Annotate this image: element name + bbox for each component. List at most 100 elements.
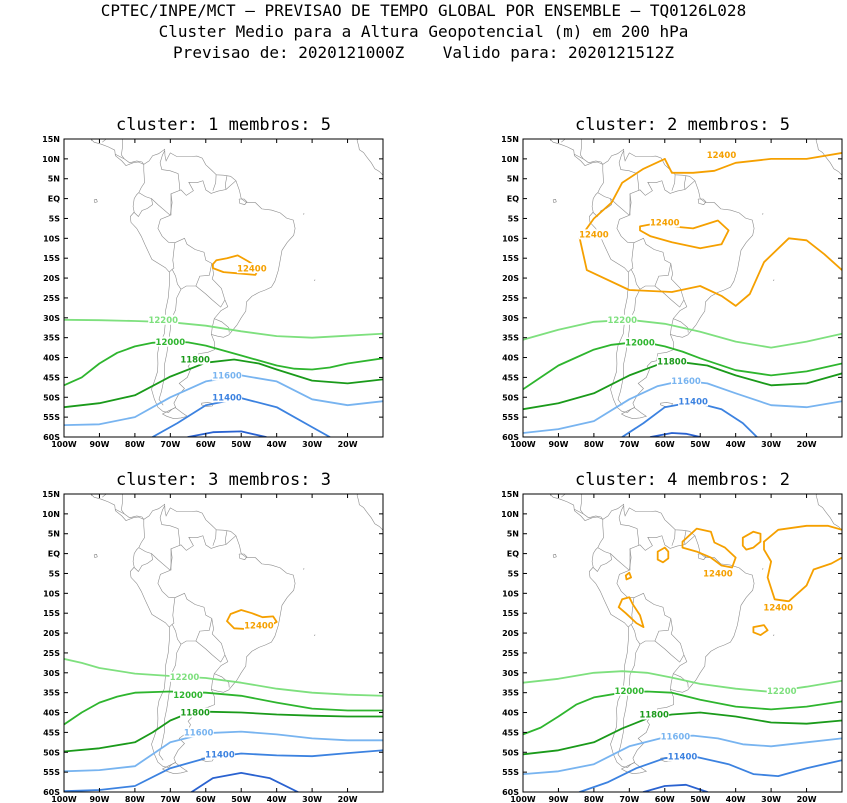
xtick-label: 90W — [89, 795, 109, 803]
ytick-label: 30S — [502, 669, 519, 678]
ytick-label: 30S — [43, 669, 60, 678]
contour-label-bg — [624, 337, 655, 348]
contour-label: 12400 — [244, 621, 274, 631]
contour-label: 11800 — [180, 356, 210, 366]
xtick-label: 90W — [89, 440, 109, 449]
ytick-label: 55S — [43, 413, 60, 422]
contour-label: 11600 — [184, 729, 214, 739]
ytick-label: 55S — [502, 768, 519, 777]
coastline — [580, 139, 604, 165]
ytick-label: 10N — [501, 510, 519, 519]
contour-11200 — [649, 432, 702, 437]
contour-label: 12400 — [579, 231, 609, 241]
coastline — [90, 139, 144, 166]
contour-label-bg — [671, 375, 702, 386]
country-border — [616, 535, 696, 688]
plot-frame — [522, 493, 843, 793]
coastline — [588, 148, 755, 413]
contour-12000 — [523, 690, 842, 736]
xtick-label: 20W — [338, 795, 358, 803]
contour-11400 — [578, 755, 842, 792]
contour-label: 12400 — [650, 219, 680, 229]
contour-12200 — [64, 318, 383, 339]
contour-12400 — [763, 524, 842, 543]
country-border — [671, 529, 676, 546]
ytick-label: 15S — [502, 609, 519, 618]
ytick-label: EQ — [48, 195, 60, 204]
country-border — [151, 198, 171, 216]
contour-label: 11400 — [678, 397, 708, 407]
ytick-label: 45S — [43, 728, 60, 737]
contour-label-bg — [660, 731, 691, 742]
country-border — [157, 180, 237, 333]
contour-label: 12400 — [707, 151, 737, 161]
contour-12400 — [617, 596, 645, 628]
ytick-label: 25S — [43, 294, 60, 303]
ytick-label: 35S — [502, 689, 519, 698]
country-border — [169, 597, 176, 628]
coastline — [356, 139, 383, 176]
xtick-label: 100W — [51, 795, 77, 803]
country-border — [573, 508, 584, 515]
coastline — [815, 139, 842, 176]
contour-label-bg — [180, 707, 211, 718]
ytick-label: 10S — [43, 589, 60, 598]
coastline — [588, 503, 755, 768]
contour-label-bg — [667, 751, 698, 762]
ytick-label: 5N — [48, 175, 60, 184]
contour-label: 11400 — [205, 750, 235, 760]
country-border — [617, 289, 641, 406]
ytick-label: 30S — [43, 314, 60, 323]
contour-12400 — [752, 624, 769, 636]
contour-label: 12000 — [625, 339, 655, 349]
xtick-label: 60W — [655, 795, 675, 803]
xtick-label: 80W — [125, 795, 145, 803]
country-border — [592, 547, 612, 572]
contour-label-bg — [763, 602, 794, 613]
panel-cluster-3: cluster: 3 membros: 3 12400 12200 12000 1180… — [42, 470, 384, 803]
ytick-label: 35S — [43, 689, 60, 698]
contour-11200 — [190, 772, 299, 792]
xtick-label: 20W — [797, 795, 817, 803]
ytick-label: 40S — [502, 709, 519, 718]
ytick-label: 60S — [43, 788, 60, 797]
contour-12400 — [663, 152, 842, 174]
ytick-label: 5S — [49, 569, 61, 578]
country-border — [158, 289, 182, 406]
xtick-label: 30W — [302, 795, 322, 803]
ytick-label: 15N — [501, 490, 519, 499]
coastline — [815, 494, 842, 531]
country-border — [151, 553, 171, 571]
country-border — [654, 285, 685, 308]
plot-area: 12400 12200 12000 11800 11600 11400 — [64, 494, 383, 792]
xtick-label: 50W — [231, 440, 251, 449]
ytick-label: 20S — [502, 274, 519, 283]
figure-title-line2: Cluster Medio para a Altura Geopotencial… — [159, 22, 689, 41]
xtick-label: 40W — [267, 795, 287, 803]
contour-label: 11400 — [668, 752, 698, 762]
contour-11800 — [523, 711, 842, 756]
panel-cluster-1: cluster: 1 membros: 5 12400 12200 12000 1180… — [42, 115, 384, 449]
country-border — [670, 673, 674, 690]
contour-12000 — [64, 690, 383, 726]
xtick-label: 70W — [160, 795, 180, 803]
figure-title-line1: CPTEC/INPE/MCT – PREVISAO DE TEMPO GLOBA… — [101, 1, 746, 20]
country-border — [573, 153, 584, 160]
country-border — [630, 618, 672, 645]
country-border — [195, 640, 226, 663]
ytick-label: 55S — [43, 768, 60, 777]
ytick-label: 5N — [507, 175, 519, 184]
xtick-label: 30W — [761, 440, 781, 449]
contour-label: 11800 — [639, 711, 669, 721]
panel-title: cluster: 1 membros: 5 — [116, 115, 331, 135]
country-border — [630, 263, 672, 290]
contour-12400 — [681, 527, 737, 569]
country-border — [195, 285, 226, 308]
ytick-label: 20S — [43, 629, 60, 638]
plot-frame — [63, 138, 384, 438]
ytick-label: 50S — [43, 748, 60, 757]
coastline — [238, 553, 248, 560]
country-border — [159, 150, 181, 191]
coastline — [549, 494, 603, 521]
contour-12400 — [578, 158, 842, 307]
